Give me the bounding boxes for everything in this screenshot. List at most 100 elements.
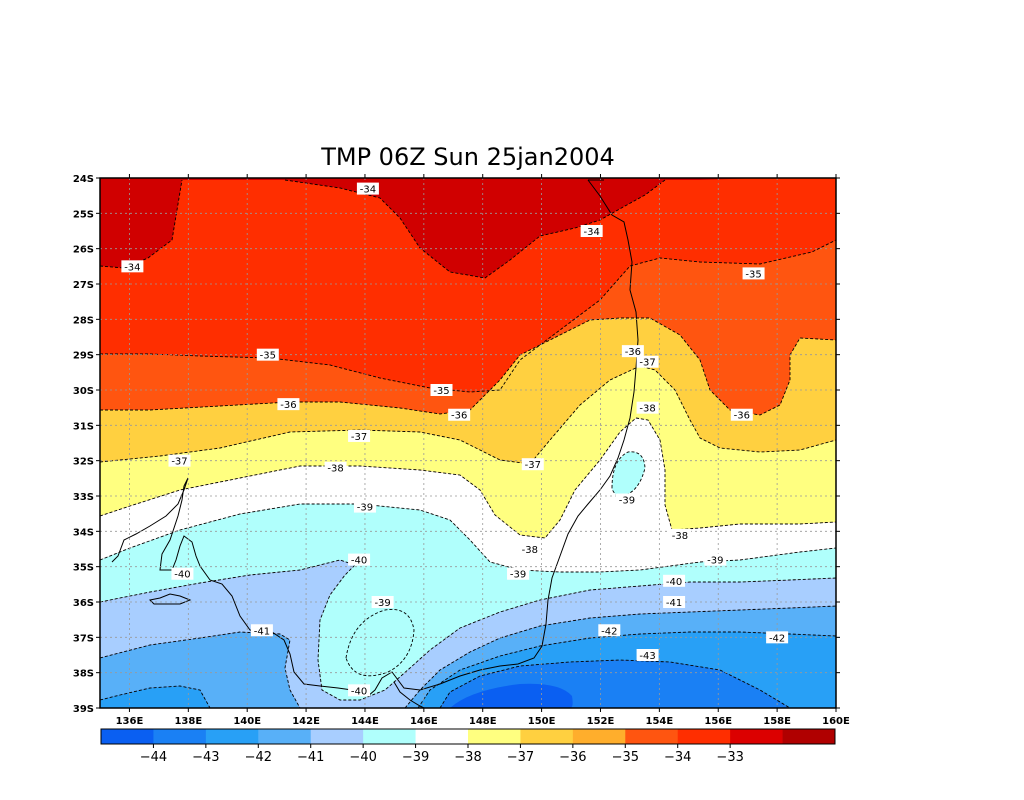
lon-tick-label: 154E xyxy=(646,716,674,727)
lat-tick-label: 37S xyxy=(73,633,94,644)
colorbar-swatch xyxy=(101,729,154,744)
colorbar-swatch xyxy=(310,729,364,744)
band-35-34 xyxy=(100,178,836,392)
contour-label-text: -38 xyxy=(522,545,538,556)
contour-label-text: -34 xyxy=(124,262,140,273)
contour-label-text: -40 xyxy=(666,577,682,588)
colorbar-label: −44 xyxy=(140,750,167,765)
lon-tick-label: 150E xyxy=(528,716,556,727)
contour-label-text: -39 xyxy=(619,496,635,507)
contour-label: -39 xyxy=(371,596,394,609)
colorbar-swatch xyxy=(468,729,521,744)
contour-label: -40 xyxy=(348,553,371,567)
contour-label-layer: -34-34-34-35-35-35-36-36-36 -36-37-37-37-… xyxy=(121,182,789,697)
band-deep-core xyxy=(450,683,573,708)
band-40-39 xyxy=(100,451,836,700)
colorbar-swatch xyxy=(363,729,416,744)
contour-label-text: -36 xyxy=(625,347,641,358)
lat-tick-label: 31S xyxy=(73,421,94,432)
colorbar-label: −33 xyxy=(716,750,743,765)
lat-tick-label: 25S xyxy=(73,209,94,220)
contour-label-text: -35 xyxy=(260,351,276,362)
lon-tick-label: 140E xyxy=(233,716,261,727)
band-39-38 xyxy=(100,418,836,572)
tasmania-north xyxy=(393,681,425,708)
colorbar-swatch xyxy=(415,729,469,744)
colorbar-label: −39 xyxy=(402,750,429,765)
colorbar-label: −38 xyxy=(454,750,481,765)
colorbar-swatch xyxy=(153,729,207,744)
contour-label: -39 xyxy=(704,553,727,567)
contour-label-text: -40 xyxy=(174,570,190,581)
contour-label-text: -37 xyxy=(171,457,187,468)
contour-label-text: -42 xyxy=(769,633,785,644)
contour-label: -38 xyxy=(636,401,659,415)
contour-label: -41 xyxy=(250,624,273,637)
lon-tick-label: 142E xyxy=(292,716,320,727)
colorbar-swatch xyxy=(730,729,783,744)
contour-label: -34 xyxy=(356,182,379,196)
lon-tick-label: 144E xyxy=(351,716,379,727)
lon-tick-label: 156E xyxy=(704,716,732,727)
contour-label: -40 xyxy=(348,684,371,697)
contour-label: -36 xyxy=(621,345,644,358)
contour-label-text: -41 xyxy=(254,626,270,637)
lat-tick-label: 28S xyxy=(73,315,94,326)
lon-axis: 136E 138E 140E 142E 144E 146E 148E 150E 152E 154E… xyxy=(116,174,850,727)
lon-tick-label: 158E xyxy=(763,716,791,727)
kangaroo-island xyxy=(148,593,192,605)
contour-label: -35 xyxy=(742,267,765,280)
colorbar-swatch xyxy=(258,729,312,744)
contour-label-text: -36 xyxy=(451,411,467,422)
contour-label: -37 xyxy=(521,458,544,471)
temperature-field xyxy=(100,178,836,708)
contour-label: -37 xyxy=(348,429,371,443)
contour-label: -40 xyxy=(171,567,194,581)
colorbar-label: −35 xyxy=(612,750,639,765)
contour-label: -38 xyxy=(518,543,541,556)
contour-label-text: -38 xyxy=(327,464,343,475)
contour-label-text: -38 xyxy=(639,404,655,415)
colorbar-label: −42 xyxy=(245,750,272,765)
lon-tick-label: 152E xyxy=(587,716,615,727)
contour-label: -35 xyxy=(256,348,279,362)
contour-label-text: -34 xyxy=(583,227,599,238)
lat-tick-label: 39S xyxy=(73,704,94,715)
contour-label: -42 xyxy=(598,624,621,637)
colorbar-swatch xyxy=(677,729,731,744)
contour-label: -39 xyxy=(507,567,530,581)
contour-label-text: -36 xyxy=(280,400,296,411)
lon-tick-label: 136E xyxy=(116,716,144,727)
contour-label-text: -39 xyxy=(357,503,373,514)
contour-label: -38 xyxy=(324,461,347,475)
contour-label-text: -40 xyxy=(351,556,367,567)
colorbar-swatch xyxy=(625,729,679,744)
lat-tick-label: 34S xyxy=(73,527,94,538)
contour-label: -36 xyxy=(730,408,753,422)
colorbar-label: −37 xyxy=(507,750,534,765)
lat-tick-label: 24S xyxy=(73,174,94,185)
graticule xyxy=(100,178,836,708)
colorbar-swatch xyxy=(782,729,836,744)
contour-label-text: -39 xyxy=(707,556,723,567)
contour-label: -35 xyxy=(430,384,453,397)
contour-label-text: -40 xyxy=(351,686,367,697)
band-41-40 xyxy=(100,560,836,708)
lat-tick-label: 36S xyxy=(73,598,94,609)
colorbar: −44 −43 −42 −41 −40 −39 −38 −37 −36 −35 −34 −33 xyxy=(100,728,836,765)
colorbar-label: −34 xyxy=(664,750,691,765)
colorbar-swatch xyxy=(520,729,574,744)
lat-tick-label: 26S xyxy=(73,245,94,256)
contour-label-text: -43 xyxy=(639,651,655,662)
contour-label: -36 xyxy=(277,398,300,411)
contour-label-text: -37 xyxy=(351,432,367,443)
contour-label-text: -42 xyxy=(601,626,617,637)
contour-label-text: -37 xyxy=(525,460,541,471)
contour-label: -37 xyxy=(636,355,659,369)
lon-tick-label: 146E xyxy=(410,716,438,727)
colorbar-label: −36 xyxy=(559,750,586,765)
colorbar-swatch xyxy=(205,729,259,744)
contour-label-text: -35 xyxy=(745,269,761,280)
plot-frame xyxy=(99,177,837,709)
